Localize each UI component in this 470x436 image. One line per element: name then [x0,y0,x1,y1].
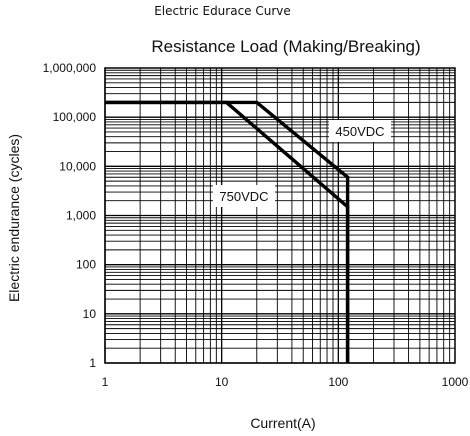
grid [104,68,455,364]
annotation-box [329,120,391,142]
annotations: 450VDC 750VDC [213,120,391,207]
series-line-450vdc [105,100,350,363]
tick-labels: 1 10 100 1000 1 10 100 1,000 10,000 100,000 1,000,… [43,61,469,389]
y-tick-label: 100 [76,258,96,272]
series-label-450vdc: 450VDC [335,124,384,139]
x-axis-label: Current(A) [250,415,315,431]
y-tick-label: 100,000 [53,110,97,124]
annotation-box [213,185,275,207]
x-tick-label: 1 [102,375,109,389]
y-axis-label: Electric endurance (cycles) [6,134,22,302]
plot-frame [104,67,456,364]
series-line-750vdc [105,100,350,363]
series-lines [105,100,350,363]
y-tick-label: 10 [83,307,97,321]
caption: Electric Edurace Curve [154,4,291,18]
chart-title: Resistance Load (Making/Breaking) [151,37,420,56]
y-tick-label: 1,000,000 [43,61,97,75]
y-tick-label: 1,000 [66,209,96,223]
x-tick-label: 100 [328,375,348,389]
series-label-750vdc: 750VDC [219,189,268,204]
y-tick-label: 10,000 [59,159,96,173]
y-tick-label: 1 [89,356,96,370]
x-tick-label: 10 [215,375,229,389]
x-tick-label: 1000 [442,375,469,389]
